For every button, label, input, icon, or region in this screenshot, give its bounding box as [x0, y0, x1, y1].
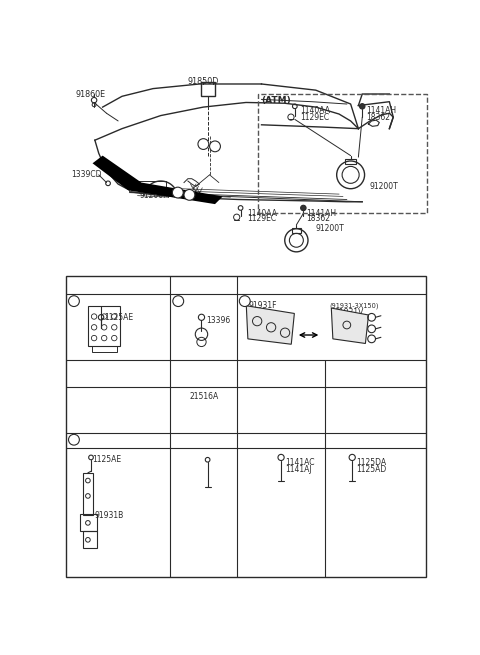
Circle shape: [184, 189, 195, 200]
Text: 1339CD: 1339CD: [72, 170, 102, 179]
Text: 1140AA: 1140AA: [300, 107, 330, 115]
Text: 91200M: 91200M: [140, 191, 170, 200]
Text: b: b: [213, 142, 217, 151]
Bar: [83, 473, 93, 515]
Text: 91200T: 91200T: [316, 224, 345, 233]
Text: 18362: 18362: [366, 113, 390, 122]
Polygon shape: [331, 308, 369, 343]
Text: 13396: 13396: [206, 316, 230, 325]
Bar: [88, 306, 120, 346]
Text: 91200T: 91200T: [370, 182, 399, 191]
Text: 1141AH: 1141AH: [366, 107, 396, 115]
Polygon shape: [246, 306, 294, 345]
Text: 1141AC: 1141AC: [285, 458, 314, 466]
Text: 1140AA: 1140AA: [248, 209, 277, 218]
Circle shape: [172, 187, 183, 198]
Text: d: d: [187, 191, 192, 199]
Text: 1141AH: 1141AH: [306, 209, 336, 218]
Circle shape: [210, 141, 220, 152]
Text: 1125DA: 1125DA: [356, 458, 386, 466]
Text: d: d: [72, 435, 76, 444]
Text: 1141AJ: 1141AJ: [285, 465, 312, 474]
Circle shape: [240, 296, 250, 307]
Text: 91850D: 91850D: [188, 77, 219, 86]
Text: (ATM): (ATM): [262, 96, 291, 105]
Circle shape: [300, 205, 306, 211]
Text: (91931-3X150): (91931-3X150): [329, 303, 379, 309]
Bar: [201, 83, 215, 96]
Bar: [292, 228, 301, 233]
Bar: [132, 181, 166, 190]
Text: a: a: [72, 297, 76, 306]
Circle shape: [69, 434, 79, 445]
Text: 1125AE: 1125AE: [93, 455, 121, 464]
Text: 1129EC: 1129EC: [300, 113, 329, 122]
Bar: [80, 514, 97, 531]
Text: 1125AE: 1125AE: [104, 313, 133, 322]
Circle shape: [173, 296, 184, 307]
Text: 18362: 18362: [306, 214, 330, 223]
Text: 21516A: 21516A: [189, 392, 218, 401]
Text: 91931F: 91931F: [249, 301, 277, 310]
Bar: [258, 94, 427, 214]
Text: c: c: [176, 188, 180, 197]
Polygon shape: [93, 156, 223, 204]
Circle shape: [198, 139, 209, 149]
Bar: [345, 159, 356, 164]
Text: 91931V: 91931V: [335, 309, 364, 317]
Text: c: c: [243, 297, 247, 306]
Text: a: a: [201, 140, 206, 149]
Text: 1129EC: 1129EC: [248, 214, 276, 223]
Circle shape: [360, 103, 365, 109]
Text: 91860E: 91860E: [75, 90, 106, 98]
Text: b: b: [176, 297, 180, 306]
Text: 91931B: 91931B: [95, 511, 124, 519]
Circle shape: [69, 296, 79, 307]
Bar: [83, 531, 97, 548]
Bar: [66, 276, 426, 577]
Bar: [92, 346, 117, 352]
Text: 1125AD: 1125AD: [356, 465, 386, 474]
